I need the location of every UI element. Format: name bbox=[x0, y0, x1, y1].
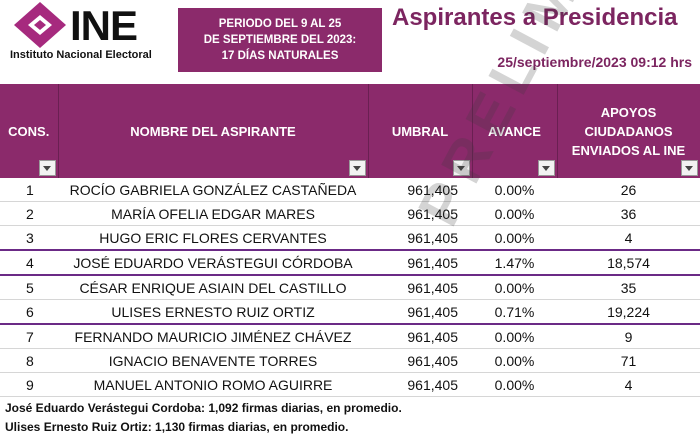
page-title: Aspirantes a Presidencia bbox=[392, 4, 678, 31]
cell-nombre: JOSÉ EDUARDO VERÁSTEGUI CÓRDOBA bbox=[58, 249, 368, 276]
table-row: 1 ROCÍO GABRIELA GONZÁLEZ CASTAÑEDA 961,40… bbox=[0, 178, 700, 202]
column-header-cons: CONS. bbox=[0, 84, 59, 178]
table-row: 3 HUGO ERIC FLORES CERVANTES 961,405 0.00% 4 bbox=[0, 225, 700, 251]
cell-avance: 0.00% bbox=[472, 178, 557, 202]
cell-cons: 8 bbox=[0, 348, 58, 373]
footnote: Ulises Ernesto Ruiz Ortiz: 1,130 firmas … bbox=[5, 420, 349, 434]
cell-avance: 0.00% bbox=[472, 201, 557, 226]
cell-umbral: 961,405 bbox=[368, 249, 472, 276]
cell-cons: 2 bbox=[0, 201, 58, 226]
footnote: José Eduardo Verástegui Cordoba: 1,092 f… bbox=[5, 401, 402, 415]
cell-nombre: IGNACIO BENAVENTE TORRES bbox=[58, 348, 368, 373]
logo-wordmark: INE bbox=[70, 2, 138, 49]
cell-cons: 6 bbox=[0, 299, 58, 325]
column-header-label: CONS. bbox=[8, 123, 50, 139]
cell-nombre: FERNANDO MAURICIO JIMÉNEZ CHÁVEZ bbox=[58, 324, 368, 349]
cell-avance: 0.00% bbox=[472, 324, 557, 349]
cell-umbral: 961,405 bbox=[368, 372, 472, 397]
cell-apoyos: 35 bbox=[557, 275, 700, 300]
cell-avance: 0.00% bbox=[472, 372, 557, 397]
cell-apoyos: 26 bbox=[557, 178, 700, 202]
column-header-nombre: NOMBRE DEL ASPIRANTE bbox=[58, 84, 369, 178]
cell-apoyos: 4 bbox=[557, 372, 700, 397]
cell-cons: 4 bbox=[0, 249, 58, 276]
table-row: 7 FERNANDO MAURICIO JIMÉNEZ CHÁVEZ 961,405… bbox=[0, 324, 700, 349]
cell-cons: 5 bbox=[0, 275, 58, 300]
period-line: PERIODO DEL 9 AL 25 bbox=[218, 18, 342, 30]
cell-apoyos: 18,574 bbox=[557, 249, 700, 276]
logo-subtitle: Instituto Nacional Electoral bbox=[10, 49, 152, 61]
cell-apoyos: 19,224 bbox=[557, 299, 700, 325]
column-header-label: NOMBRE DEL ASPIRANTE bbox=[130, 123, 296, 139]
cell-nombre: MARÍA OFELIA EDGAR MARES bbox=[58, 201, 368, 226]
report-timestamp: 25/septiembre/2023 09:12 hrs bbox=[497, 54, 692, 70]
candidates-table: CONS. NOMBRE DEL ASPIRANTE UMBRAL AVANCE… bbox=[0, 84, 700, 397]
column-header-avance: AVANCE bbox=[472, 84, 558, 178]
table-row: 8 IGNACIO BENAVENTE TORRES 961,405 0.00% 71 bbox=[0, 348, 700, 373]
cell-umbral: 961,405 bbox=[368, 324, 472, 349]
column-header-label-line: ENVIADOS AL INE bbox=[571, 142, 686, 158]
cell-avance: 0.71% bbox=[472, 299, 557, 325]
filter-dropdown-icon[interactable] bbox=[348, 160, 366, 176]
cell-umbral: 961,405 bbox=[368, 225, 472, 251]
filter-dropdown-icon[interactable] bbox=[537, 160, 555, 176]
column-header-label-line: CIUDADANOS bbox=[584, 123, 673, 139]
cell-umbral: 961,405 bbox=[368, 275, 472, 300]
cell-nombre: CÉSAR ENRIQUE ASIAIN DEL CASTILLO bbox=[58, 275, 368, 300]
column-header-label: UMBRAL bbox=[391, 123, 449, 139]
cell-nombre: MANUEL ANTONIO ROMO AGUIRRE bbox=[58, 372, 368, 397]
cell-umbral: 961,405 bbox=[368, 299, 472, 325]
table-row: 4 JOSÉ EDUARDO VERÁSTEGUI CÓRDOBA 961,405 1… bbox=[0, 249, 700, 276]
cell-cons: 1 bbox=[0, 178, 58, 202]
footnotes: José Eduardo Verástegui Cordoba: 1,092 f… bbox=[5, 399, 402, 437]
filter-dropdown-icon[interactable] bbox=[680, 160, 698, 176]
cell-avance: 0.00% bbox=[472, 225, 557, 251]
cell-nombre: HUGO ERIC FLORES CERVANTES bbox=[58, 225, 368, 251]
table-header-row: CONS. NOMBRE DEL ASPIRANTE UMBRAL AVANCE… bbox=[0, 84, 700, 178]
filter-dropdown-icon[interactable] bbox=[38, 160, 56, 176]
table-row: 9 MANUEL ANTONIO ROMO AGUIRRE 961,405 0.00%… bbox=[0, 372, 700, 397]
column-header-label-line: APOYOS bbox=[600, 104, 657, 120]
column-header-label: AVANCE bbox=[488, 123, 541, 139]
column-header-umbral: UMBRAL bbox=[368, 84, 473, 178]
table-row: 2 MARÍA OFELIA EDGAR MARES 961,405 0.00% 36 bbox=[0, 201, 700, 226]
cell-avance: 1.47% bbox=[472, 249, 557, 276]
ine-logo-mark-icon bbox=[14, 2, 66, 48]
filter-dropdown-icon[interactable] bbox=[452, 160, 470, 176]
period-banner: PERIODO DEL 9 AL 25 DE SEPTIEMBRE DEL 20… bbox=[178, 8, 382, 72]
cell-umbral: 961,405 bbox=[368, 348, 472, 373]
cell-avance: 0.00% bbox=[472, 348, 557, 373]
table-row: 5 CÉSAR ENRIQUE ASIAIN DEL CASTILLO 961,40… bbox=[0, 275, 700, 300]
period-line: 17 DÍAS NATURALES bbox=[221, 50, 339, 62]
cell-nombre: ROCÍO GABRIELA GONZÁLEZ CASTAÑEDA bbox=[58, 178, 368, 202]
cell-cons: 7 bbox=[0, 324, 58, 349]
cell-umbral: 961,405 bbox=[368, 201, 472, 226]
cell-cons: 9 bbox=[0, 372, 58, 397]
cell-umbral: 961,405 bbox=[368, 178, 472, 202]
cell-apoyos: 36 bbox=[557, 201, 700, 226]
cell-cons: 3 bbox=[0, 225, 58, 251]
table-row: 6 ULISES ERNESTO RUIZ ORTIZ 961,405 0.71% 19… bbox=[0, 299, 700, 325]
column-header-apoyos: APOYOS CIUDADANOS ENVIADOS AL INE bbox=[557, 84, 700, 178]
period-line: DE SEPTIEMBRE DEL 2023: bbox=[203, 34, 357, 46]
cell-avance: 0.00% bbox=[472, 275, 557, 300]
cell-apoyos: 9 bbox=[557, 324, 700, 349]
cell-apoyos: 71 bbox=[557, 348, 700, 373]
ine-logo: INE Instituto Nacional Electoral bbox=[8, 2, 176, 66]
cell-nombre: ULISES ERNESTO RUIZ ORTIZ bbox=[58, 299, 368, 325]
cell-apoyos: 4 bbox=[557, 225, 700, 251]
